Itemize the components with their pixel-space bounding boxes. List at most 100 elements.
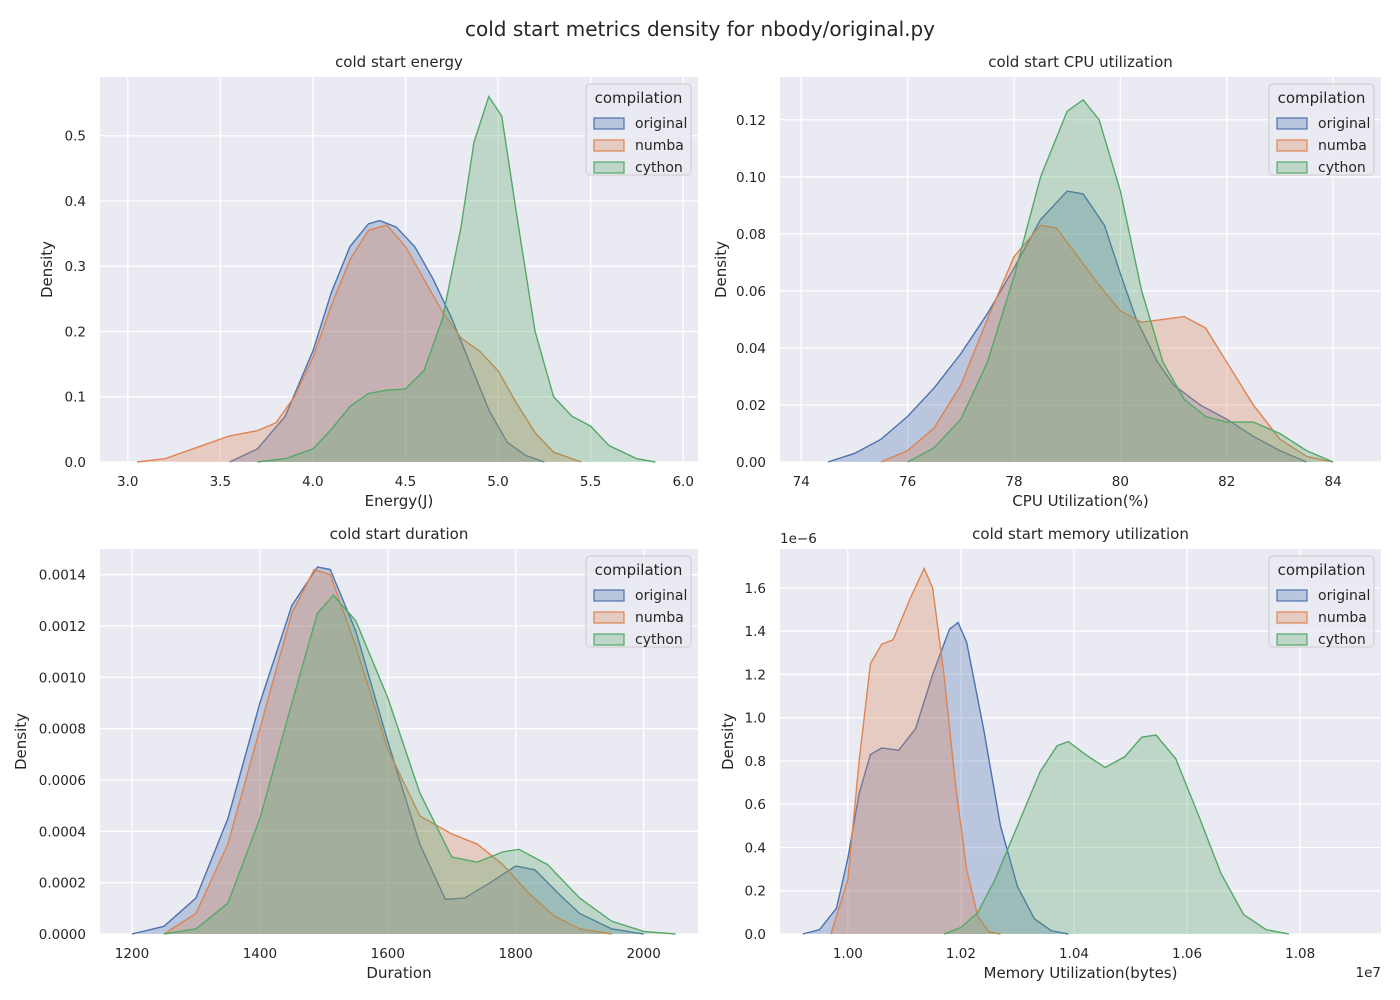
- y-tick-label: 0.4: [65, 194, 86, 210]
- density-area-original: [229, 220, 545, 462]
- legend-title: compilation: [1278, 561, 1366, 579]
- legend-label-cython: cython: [1318, 160, 1366, 176]
- y-tick-label: 1.0: [745, 711, 766, 727]
- x-offset-text: 1e7: [1356, 965, 1381, 981]
- legend-swatch-cython: [593, 161, 625, 174]
- y-tick-label: 0.0012: [39, 619, 86, 635]
- legend-swatch-original: [593, 117, 625, 130]
- y-tick-label: 0.8: [745, 754, 766, 770]
- subplot-1: 3.0 3.5 4.0 4.5 5.0 5.5 6.0 0.0 0.1 0.2 0.3 0.4 0.5 c…: [38, 53, 698, 510]
- density-line-cython: [943, 734, 1289, 935]
- subplot-grid: 3.0 3.5 4.0 4.5 5.0 5.5 6.0 0.0 0.1 0.2 0.3 0.4 0.5 c…: [12, 53, 1381, 982]
- tick-labels: 1200 1400 1600 1800 2000 0.0000 0.0002 0.0004 0.…: [39, 568, 661, 962]
- subplot-title: cold start duration: [330, 525, 469, 543]
- density-area-original: [802, 622, 1069, 934]
- x-tick-label: 4.5: [395, 474, 416, 490]
- subplot-title: cold start energy: [335, 53, 463, 71]
- legend-label-cython: cython: [635, 632, 683, 648]
- subplot-title: cold start memory utilization: [972, 525, 1189, 543]
- density-area-cython: [943, 735, 1289, 934]
- x-tick-label: 82: [1218, 474, 1235, 490]
- y-tick-label: 0.2: [65, 324, 86, 340]
- density-area-cython: [163, 595, 676, 934]
- y-tick-label: 0.0: [65, 455, 86, 471]
- x-tick-label: 1.08: [1285, 946, 1315, 962]
- legend-swatch-original: [593, 589, 625, 602]
- y-tick-label: 0.2: [745, 884, 766, 900]
- legend-swatch-numba: [593, 611, 625, 624]
- gridlines: [100, 77, 698, 463]
- legend-label-numba: numba: [635, 138, 684, 154]
- legend-label-original: original: [1318, 588, 1370, 604]
- legend-title: compilation: [595, 561, 683, 579]
- y-tick-label: 0.12: [736, 113, 766, 129]
- density-area-numba: [881, 225, 1334, 462]
- legend-swatch-numba: [593, 139, 625, 152]
- x-tick-label: 1.02: [946, 946, 976, 962]
- y-offset-text: 1e−6: [780, 531, 817, 547]
- x-tick-label: 1200: [115, 946, 149, 962]
- x-tick-label: 74: [793, 474, 810, 490]
- density-area-original: [827, 191, 1307, 462]
- density-area-numba: [137, 225, 582, 462]
- y-axis-label: Density: [12, 713, 30, 770]
- legend-swatch-cython: [1276, 161, 1308, 174]
- subplot-4: 1.00 1.02 1.04 1.06 1.08 0.0 0.2 0.4 0.6 0.8 1.0 1.…: [719, 525, 1381, 982]
- legend-label-original: original: [635, 588, 687, 604]
- density-line-numba: [163, 568, 612, 935]
- x-tick-label: 6.0: [672, 474, 693, 490]
- legend-label-numba: numba: [635, 610, 684, 626]
- legend-frame: [1268, 83, 1375, 176]
- x-tick-label: 1800: [499, 946, 533, 962]
- legend-title: compilation: [595, 89, 683, 107]
- x-tick-label: 1600: [371, 946, 405, 962]
- y-tick-label: 0.0004: [39, 824, 86, 840]
- y-tick-label: 0.0006: [39, 773, 86, 789]
- y-tick-label: 1.4: [745, 624, 766, 640]
- legend-swatch-numba: [1276, 139, 1308, 152]
- series-group: [136, 94, 656, 463]
- density-line-original: [229, 219, 545, 463]
- gridlines: [100, 549, 698, 935]
- y-tick-label: 1.6: [745, 581, 766, 597]
- y-axis-label: Density: [38, 241, 56, 298]
- x-tick-label: 5.5: [580, 474, 601, 490]
- density-line-original: [802, 621, 1069, 935]
- gridlines: [780, 77, 1381, 463]
- x-tick-label: 80: [1112, 474, 1129, 490]
- subplot-2: 74 76 78 80 82 84 0.00 0.02 0.04 0.06 0.08 0.10 0.12…: [712, 53, 1381, 510]
- y-axis-label: Density: [712, 241, 730, 298]
- legend-swatch-original: [1276, 589, 1308, 602]
- density-area-cython: [257, 96, 656, 462]
- legend-swatch-cython: [1276, 633, 1308, 646]
- series-group: [827, 98, 1334, 463]
- legend-frame: [585, 83, 692, 176]
- density-area-numba: [163, 569, 612, 934]
- y-tick-label: 1.2: [745, 667, 766, 683]
- density-line-numba: [136, 224, 582, 463]
- legend-swatch-cython: [593, 633, 625, 646]
- legend: compilation original numba cython: [585, 555, 692, 648]
- x-axis-label: Memory Utilization(bytes): [984, 964, 1178, 982]
- x-axis-label: Duration: [366, 964, 431, 982]
- legend: compilation original numba cython: [1268, 83, 1375, 176]
- density-line-original: [131, 566, 644, 935]
- y-tick-label: 0.0008: [39, 722, 86, 738]
- legend-label-cython: cython: [1318, 632, 1366, 648]
- gridlines: [780, 549, 1381, 935]
- legend: compilation original numba cython: [585, 83, 692, 176]
- legend-swatch-numba: [1276, 611, 1308, 624]
- legend-label-numba: numba: [1318, 610, 1367, 626]
- x-tick-label: 84: [1325, 474, 1342, 490]
- legend-label-numba: numba: [1318, 138, 1367, 154]
- density-line-cython: [163, 594, 676, 935]
- legend-frame: [585, 555, 692, 648]
- y-tick-label: 0.02: [736, 398, 766, 414]
- legend-label-cython: cython: [635, 160, 683, 176]
- x-tick-label: 1400: [243, 946, 277, 962]
- x-tick-label: 1.06: [1172, 946, 1202, 962]
- y-tick-label: 0.0000: [39, 927, 86, 943]
- density-line-cython: [257, 94, 656, 463]
- y-tick-label: 0.00: [736, 455, 766, 471]
